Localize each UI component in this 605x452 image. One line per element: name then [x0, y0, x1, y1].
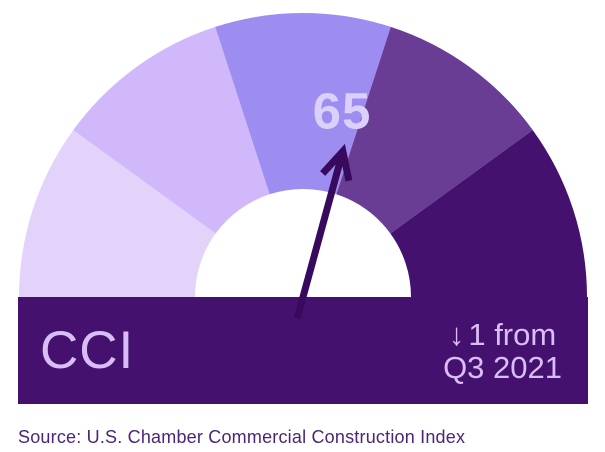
- gauge-segment: [390, 130, 587, 297]
- banner: CCI ↓ 1 from Q3 2021: [18, 297, 588, 404]
- down-arrow-icon: ↓: [448, 316, 465, 352]
- gauge-segment: [73, 26, 270, 234]
- change-line-1: ↓ 1 from: [443, 318, 562, 351]
- source-caption: Source: U.S. Chamber Commercial Construc…: [18, 427, 466, 447]
- change-indicator: ↓ 1 from Q3 2021: [443, 318, 562, 384]
- gauge-segment: [336, 26, 533, 234]
- gauge-value-label: 65: [312, 82, 372, 140]
- change-amount: 1 from: [468, 316, 557, 352]
- banner-title: CCI: [40, 321, 135, 380]
- change-period: Q3 2021: [443, 349, 562, 385]
- gauge-segment: [19, 130, 216, 297]
